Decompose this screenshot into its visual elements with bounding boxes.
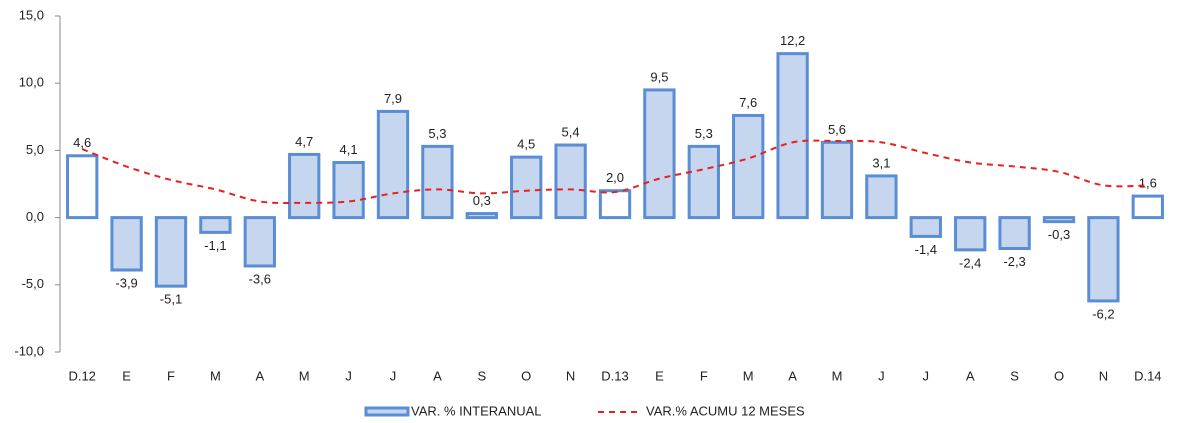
x-tick-label: A [788, 368, 797, 383]
value-label: -5,1 [160, 292, 182, 307]
x-tick-label: E [655, 368, 664, 383]
x-tick-label: A [255, 368, 264, 383]
value-label: 5,6 [828, 122, 846, 137]
y-tick-label: 5,0 [26, 142, 44, 157]
value-label: -3,9 [115, 275, 137, 290]
x-tick-label: N [1099, 368, 1108, 383]
value-label: 7,9 [384, 91, 402, 106]
value-label: 5,3 [428, 126, 446, 141]
value-label: -1,4 [915, 242, 937, 257]
legend-label: VAR.% ACUMU 12 MESES [646, 403, 805, 418]
bar [465, 212, 498, 220]
value-label: -2,3 [1003, 254, 1025, 269]
y-tick-label: -5,0 [22, 276, 44, 291]
x-tick-label: M [210, 368, 221, 383]
value-label: -1,1 [204, 238, 226, 253]
value-label: 4,1 [340, 142, 358, 157]
x-tick-label: F [700, 368, 708, 383]
bar [643, 88, 676, 220]
bar [110, 216, 143, 272]
bar [776, 52, 809, 220]
x-tick-label: O [521, 368, 531, 383]
x-tick-label: D.12 [68, 368, 95, 383]
bar [998, 216, 1031, 251]
legend-label: VAR. % INTERANUAL [411, 403, 542, 418]
value-label: 12,2 [780, 33, 805, 48]
bar [554, 143, 587, 220]
x-tick-label: F [167, 368, 175, 383]
y-tick-label: -10,0 [14, 343, 44, 358]
value-label: 1,6 [1139, 176, 1157, 191]
bar [1131, 194, 1164, 220]
bar [199, 216, 232, 234]
bar [243, 216, 276, 268]
bar [510, 155, 543, 220]
value-label: 2,0 [606, 170, 624, 185]
bar [66, 154, 99, 220]
bar [288, 152, 321, 220]
value-label: -2,4 [959, 255, 981, 270]
x-tick-label: D.13 [601, 368, 628, 383]
bar [598, 189, 632, 220]
x-tick-label: J [878, 368, 885, 383]
value-label: 9,5 [650, 69, 668, 84]
value-label: 7,6 [739, 95, 757, 110]
bar [332, 160, 365, 220]
x-tick-label: A [433, 368, 442, 383]
x-tick-label: J [923, 368, 930, 383]
bar [954, 216, 987, 252]
x-tick-label: M [743, 368, 754, 383]
bar [1042, 216, 1076, 224]
bar [865, 174, 898, 220]
x-tick-label: M [832, 368, 843, 383]
bar [732, 113, 765, 220]
x-tick-label: E [122, 368, 131, 383]
bar [376, 109, 410, 220]
x-tick-label: D.14 [1134, 368, 1161, 383]
line [81, 139, 1148, 204]
value-label: -0,3 [1048, 227, 1070, 242]
x-tick-label: M [299, 368, 310, 383]
x-tick-label: N [566, 368, 575, 383]
x-tick-label: S [1010, 368, 1019, 383]
value-label: 4,7 [295, 134, 313, 149]
x-tick-label: O [1054, 368, 1064, 383]
bar [154, 216, 188, 288]
value-label: 5,4 [562, 124, 580, 139]
value-label: 3,1 [872, 155, 890, 170]
bar [421, 144, 454, 220]
x-tick-label: A [966, 368, 975, 383]
y-tick-label: 15,0 [19, 7, 44, 22]
x-tick-label: S [477, 368, 486, 383]
bar [687, 144, 720, 220]
legend-swatch [364, 406, 410, 417]
bar [1087, 216, 1120, 303]
value-label: 5,3 [695, 126, 713, 141]
x-tick-label: J [345, 368, 352, 383]
x-tick-label: J [390, 368, 397, 383]
value-label: 4,5 [517, 137, 535, 152]
value-label: 0,3 [473, 193, 491, 208]
value-label: 4,6 [73, 135, 91, 150]
value-label: -6,2 [1092, 306, 1114, 321]
y-tick-label: 10,0 [19, 75, 44, 90]
value-label: -3,6 [249, 271, 271, 286]
bar [909, 216, 942, 238]
y-tick-label: 0,0 [26, 209, 44, 224]
bar [820, 140, 854, 220]
